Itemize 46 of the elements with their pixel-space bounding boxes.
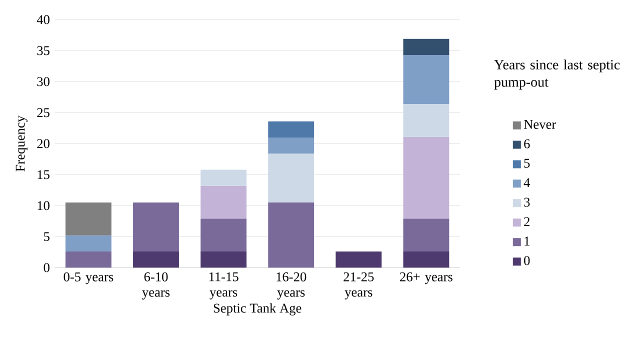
x-axis-title: Septic Tank Age — [214, 303, 302, 316]
bar — [403, 218, 450, 252]
legend-title: Years since last septic pump-out — [494, 60, 620, 90]
legend-label: 4 — [524, 178, 530, 188]
y-tick-label: 25 — [37, 108, 50, 118]
bar — [200, 170, 247, 186]
bar — [133, 252, 179, 268]
x-tick-label: 16-20 years — [276, 272, 306, 300]
legend-label: 5 — [524, 158, 530, 168]
bar — [403, 38, 450, 55]
bar — [200, 186, 247, 219]
bar — [65, 252, 112, 268]
y-tick-label: 20 — [37, 139, 50, 148]
bar — [268, 137, 314, 154]
legend-label: 2 — [524, 217, 530, 226]
y-tick-label: 35 — [37, 46, 50, 56]
legend-label: Never — [524, 120, 556, 129]
legend-label: 3 — [524, 198, 530, 207]
x-tick-label: 26+ years — [400, 272, 452, 284]
x-tick-label: 0-5 years — [64, 272, 114, 284]
bar — [403, 136, 450, 219]
y-tick-label: 0 — [44, 263, 50, 272]
bar — [200, 252, 247, 268]
y-tick-label: 10 — [38, 201, 50, 210]
bar — [268, 154, 314, 203]
bar — [65, 202, 112, 236]
legend-label: 0 — [524, 256, 530, 266]
bar — [268, 202, 314, 268]
x-tick-label: 11-15 years — [209, 272, 238, 300]
legend-label: 1 — [524, 236, 530, 246]
y-tick-label: 40 — [36, 15, 50, 24]
bar — [403, 252, 450, 268]
legend-label: 6 — [524, 139, 530, 148]
bar — [65, 235, 112, 252]
bar — [133, 202, 179, 252]
x-tick-label: 21-25 years — [344, 272, 374, 300]
bar — [403, 104, 450, 137]
bar — [336, 252, 382, 268]
y-tick-label: 30 — [37, 77, 50, 86]
y-tick-label: 5 — [44, 232, 50, 242]
bar — [403, 55, 450, 104]
bar — [268, 121, 314, 138]
bar — [200, 218, 247, 252]
y-axis-title: Frequency — [16, 116, 28, 172]
y-tick-label: 15 — [38, 170, 50, 180]
x-tick-label: 6-10 years — [142, 272, 170, 300]
